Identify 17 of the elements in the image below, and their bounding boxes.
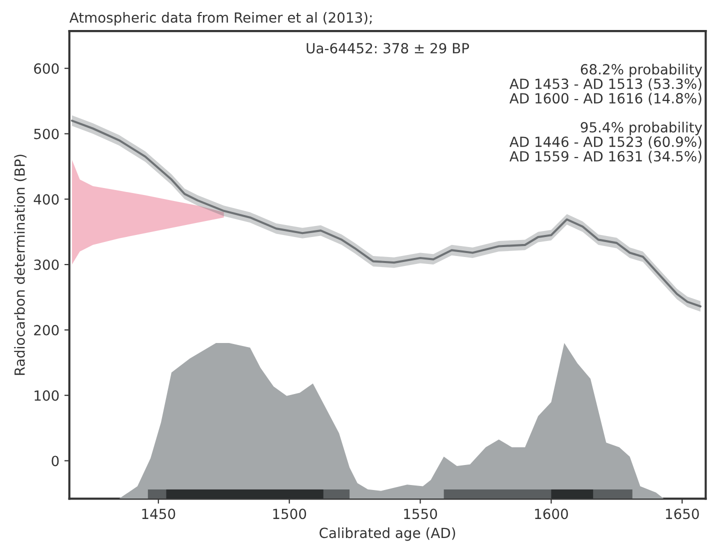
annotation: 68.2% probability AD 1453 - AD 1513 (53.3%) AD 1600 - AD 1616 (14.8%) 95.4% probability AD 1446 - AD 1523 (60.9%) AD 1559 - AD 1631 (34.5%) [510, 64, 702, 164]
x-tick-label: 1650 [666, 508, 699, 520]
y-tick-label: 600 [34, 63, 59, 74]
y-axis-title: Radiocarbon determination (BP) [14, 154, 27, 375]
y-tick-label: 100 [34, 390, 59, 401]
y-tick-label: 200 [34, 324, 59, 336]
x-tick-label: 1500 [273, 508, 306, 520]
x-axis-title: Calibrated age (AD) [320, 527, 456, 541]
y-tick-label: 500 [34, 128, 59, 140]
x-tick-label: 1600 [535, 508, 568, 520]
y-tick-label: 300 [34, 260, 59, 270]
chart-title: Atmospheric data from Reimer et al (2013); [69, 12, 372, 26]
y-tick-label: 0 [52, 456, 59, 466]
x-tick-label: 1450 [142, 508, 176, 520]
x-tick-label: 1550 [404, 508, 438, 520]
annotation: Ua-64452: 378 ± 29 BP [306, 43, 470, 54]
y-tick-label: 400 [34, 194, 59, 205]
